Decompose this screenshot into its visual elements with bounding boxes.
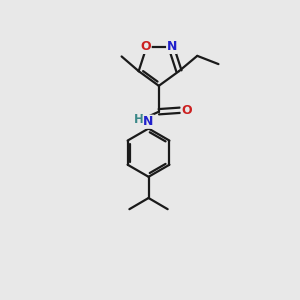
- Text: N: N: [143, 115, 154, 128]
- Text: O: O: [140, 40, 151, 53]
- Text: N: N: [167, 40, 177, 53]
- Text: H: H: [134, 113, 144, 126]
- Text: O: O: [181, 104, 192, 117]
